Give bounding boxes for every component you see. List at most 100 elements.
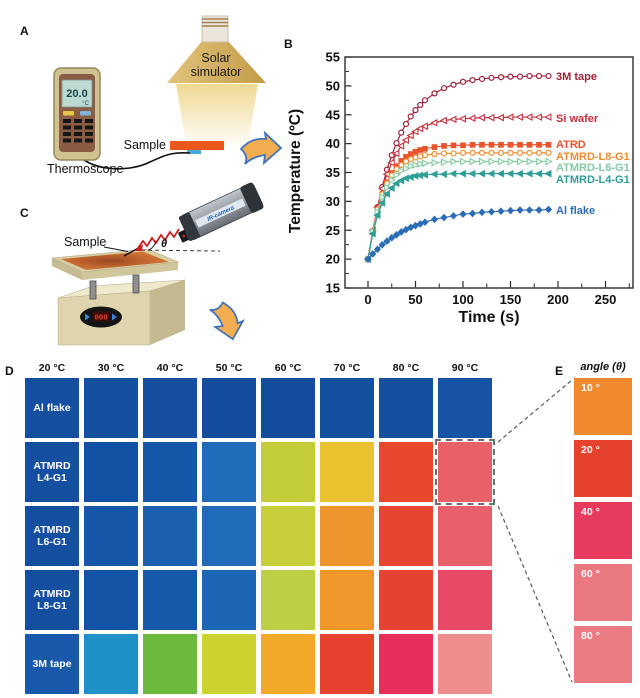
y-tick-label: 35 [326, 165, 340, 180]
thermal-image-cell [143, 506, 197, 566]
thermal-image-cell [84, 442, 138, 502]
solar-simulator-label-line2: simulator [191, 65, 242, 79]
data-point [431, 150, 438, 158]
data-point [398, 166, 406, 175]
data-point [478, 149, 486, 156]
data-point [387, 158, 395, 167]
data-point [497, 207, 505, 216]
solar-simulator-label-line1: Solar [201, 51, 230, 65]
panel-c-label: C [20, 206, 29, 220]
data-point [536, 157, 544, 166]
ir-arrowhead-icon [134, 244, 143, 251]
data-point [396, 142, 405, 150]
data-point [383, 237, 391, 246]
data-point [515, 169, 523, 178]
angle-symbol: θ [161, 238, 167, 250]
row-label: ATMRD L8-G1 [33, 587, 71, 613]
thermal-image-cell [434, 438, 496, 506]
y-axis-title: Temperature (ºC) [287, 109, 304, 233]
thermal-image-cell [261, 570, 315, 630]
data-point [392, 231, 401, 239]
thermal-image-cell [320, 378, 374, 438]
y-tick-label: 20 [326, 252, 340, 267]
data-point [459, 78, 467, 85]
thermal-image-cell [261, 506, 315, 566]
data-point [441, 158, 449, 166]
data-point [478, 75, 486, 83]
data-point [388, 152, 395, 159]
lamp-neck [201, 15, 229, 43]
data-point [487, 113, 495, 122]
data-point [488, 141, 495, 148]
thermal-image-cell [261, 634, 315, 694]
data-point [488, 74, 495, 81]
ir-radiation-zigzag [137, 228, 180, 249]
thermal-image-cell: ATMRD L8-G1 [25, 570, 79, 630]
panel-a-schematic: Solar simulator 20.0 °C Thermoscope Samp… [47, 15, 283, 176]
panel-e-label: E [555, 364, 564, 378]
data-point [382, 190, 390, 198]
legend-label-ATMRD-L4-G1: ATMRD-L4-G1 [556, 174, 630, 186]
data-point [402, 158, 410, 165]
data-point [477, 169, 485, 178]
data-point [459, 149, 467, 156]
data-point [430, 170, 438, 179]
thermal-image-cell [379, 634, 433, 694]
data-point [544, 169, 552, 178]
data-point [479, 157, 487, 166]
camera-stripe [195, 198, 246, 228]
display-value: 000 [94, 315, 108, 323]
thermal-image-cell [379, 442, 433, 502]
thermal-image-cell [438, 570, 492, 630]
thermal-image-cell [379, 378, 433, 438]
data-point [535, 206, 543, 214]
solar-simulator-lamp [167, 40, 266, 83]
data-point [535, 72, 543, 80]
data-point [507, 157, 515, 166]
data-point [487, 169, 495, 178]
thermal-image-cell [261, 442, 315, 502]
data-point [417, 101, 424, 109]
angle-image-cell: 20 ° [574, 440, 632, 497]
data-point [525, 206, 534, 214]
temperature-column-header: 30 °C [97, 361, 125, 374]
data-point [421, 218, 429, 226]
data-point [460, 157, 468, 166]
data-point [516, 206, 524, 214]
angle-image-cell: 40 ° [574, 502, 632, 559]
thermoscope-reading: 20.0 [66, 88, 87, 100]
data-point [488, 149, 495, 156]
data-point [368, 229, 376, 238]
data-point [506, 206, 515, 215]
data-point [392, 149, 400, 158]
data-point [398, 129, 405, 136]
data-point [377, 199, 386, 207]
angle-image-cell: 80 ° [574, 626, 632, 683]
data-point [449, 115, 457, 124]
data-point [450, 142, 457, 149]
data-point [397, 228, 405, 236]
data-point [545, 141, 552, 148]
data-point [469, 149, 476, 156]
thermal-image-cell [143, 442, 197, 502]
y-tick-label: 50 [326, 78, 340, 93]
data-point [439, 116, 447, 125]
x-tick-label: 50 [408, 292, 422, 307]
x-tick-label: 150 [500, 292, 522, 307]
data-point [479, 141, 485, 148]
left-arrow-button-icon [85, 313, 90, 321]
heated-sample-surface [61, 251, 169, 270]
data-point [450, 150, 457, 157]
y-tick-label: 25 [326, 223, 340, 238]
data-point [398, 161, 405, 169]
data-point [545, 149, 552, 156]
temperature-column-header: 90 °C [451, 361, 479, 374]
reference-dashed-line [133, 249, 221, 252]
angle-image-cell: 10 ° [574, 378, 632, 435]
yellow-button [63, 111, 74, 116]
data-point [469, 76, 476, 84]
data-point [421, 152, 429, 159]
hot-plate: 000 [57, 279, 186, 346]
thermal-image-cell [320, 506, 374, 566]
thermal-image-grid: 20 °C 30 °C 40 °C 50 °C 60 °C 70 °C 80 °C 90 °C… [25, 361, 496, 694]
